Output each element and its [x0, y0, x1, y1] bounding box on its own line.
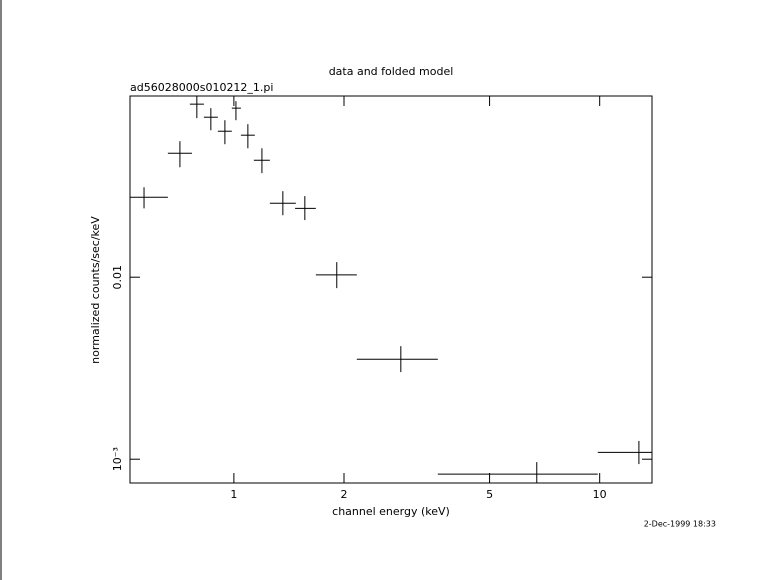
data-point [269, 191, 296, 216]
x-tick-label: 5 [486, 488, 493, 501]
timestamp: 2-Dec-1999 18:33 [644, 520, 716, 529]
data-point [203, 108, 218, 131]
data-point [130, 187, 168, 209]
data-point [597, 440, 652, 465]
data-point [295, 196, 316, 221]
y-tick-label: 10⁻³ [111, 447, 124, 471]
chart-title: data and folded model [329, 65, 454, 78]
data-marks [130, 96, 652, 483]
data-point [437, 462, 598, 483]
x-tick-label: 1 [230, 488, 237, 501]
data-point [356, 346, 438, 373]
y-tick-label: 0.01 [111, 265, 124, 290]
data-point [217, 120, 232, 145]
data-point [167, 141, 192, 168]
data-point [231, 101, 241, 121]
data-point [240, 124, 255, 149]
plot-frame [129, 95, 653, 484]
x-tick-label: 2 [341, 488, 348, 501]
data-point [189, 96, 204, 119]
data-point [315, 262, 357, 289]
x-axis-label: channel energy (keV) [332, 505, 450, 518]
y-axis-label: normalized counts/sec/keV [89, 216, 102, 364]
chart-subtitle: ad56028000s010212_1.pi [130, 81, 273, 94]
x-tick-label: 10 [593, 488, 607, 501]
data-point [253, 148, 270, 174]
